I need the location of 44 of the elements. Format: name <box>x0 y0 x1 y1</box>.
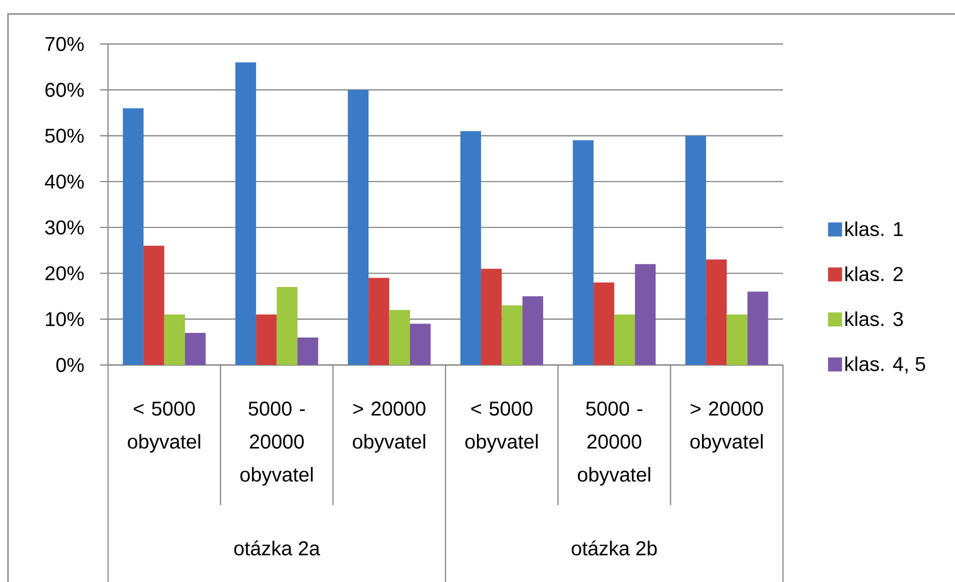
bar <box>572 140 594 365</box>
x-tick-label: 5000 - 20000 obyvatel <box>578 402 650 486</box>
x-tick-label: < 5000 obyvatel <box>128 402 200 453</box>
x-tick-label: > 20000 obyvatel <box>352 402 426 453</box>
bar <box>184 332 206 365</box>
bar <box>502 305 522 365</box>
bar <box>594 282 614 365</box>
legend-label: klas. 1 <box>845 221 903 236</box>
y-tick-label: 30% <box>45 220 84 235</box>
y-tick-label: 50% <box>45 128 84 143</box>
bar <box>297 337 318 365</box>
bar <box>256 314 277 365</box>
bar <box>481 268 502 365</box>
bar <box>122 108 144 365</box>
bar <box>389 310 410 365</box>
bar <box>685 136 706 365</box>
y-tick-label: 60% <box>45 82 84 97</box>
bar <box>164 314 185 365</box>
x-tick-label: > 20000 obyvatel <box>690 402 763 453</box>
bar <box>522 296 544 365</box>
bar <box>747 292 768 365</box>
x-tick-label: < 5000 obyvatel <box>465 402 538 453</box>
bar <box>706 260 727 365</box>
y-tick-label: 10% <box>46 312 84 326</box>
y-tick-label: 40% <box>44 174 84 189</box>
legend-label: klas. 2 <box>845 266 903 282</box>
bar <box>410 324 431 365</box>
bar <box>726 314 748 365</box>
legend-label: klas. 4, 5 <box>845 356 926 374</box>
bar <box>348 90 369 365</box>
bar <box>634 264 656 365</box>
bar <box>614 314 635 365</box>
bar <box>235 62 256 365</box>
y-tick-label: 0% <box>56 358 84 372</box>
bar <box>144 246 164 365</box>
bar <box>460 131 482 365</box>
text: otázka 2a <box>234 540 320 556</box>
bar <box>276 287 298 365</box>
y-tick-label: 20% <box>45 266 84 280</box>
legend-label: klas. 3 <box>845 311 903 326</box>
y-tick-label: 70% <box>45 36 84 52</box>
x-tick-label: 5000 - 20000 obyvatel <box>240 402 313 486</box>
bar <box>368 278 390 365</box>
text: otázka 2b <box>572 540 657 556</box>
